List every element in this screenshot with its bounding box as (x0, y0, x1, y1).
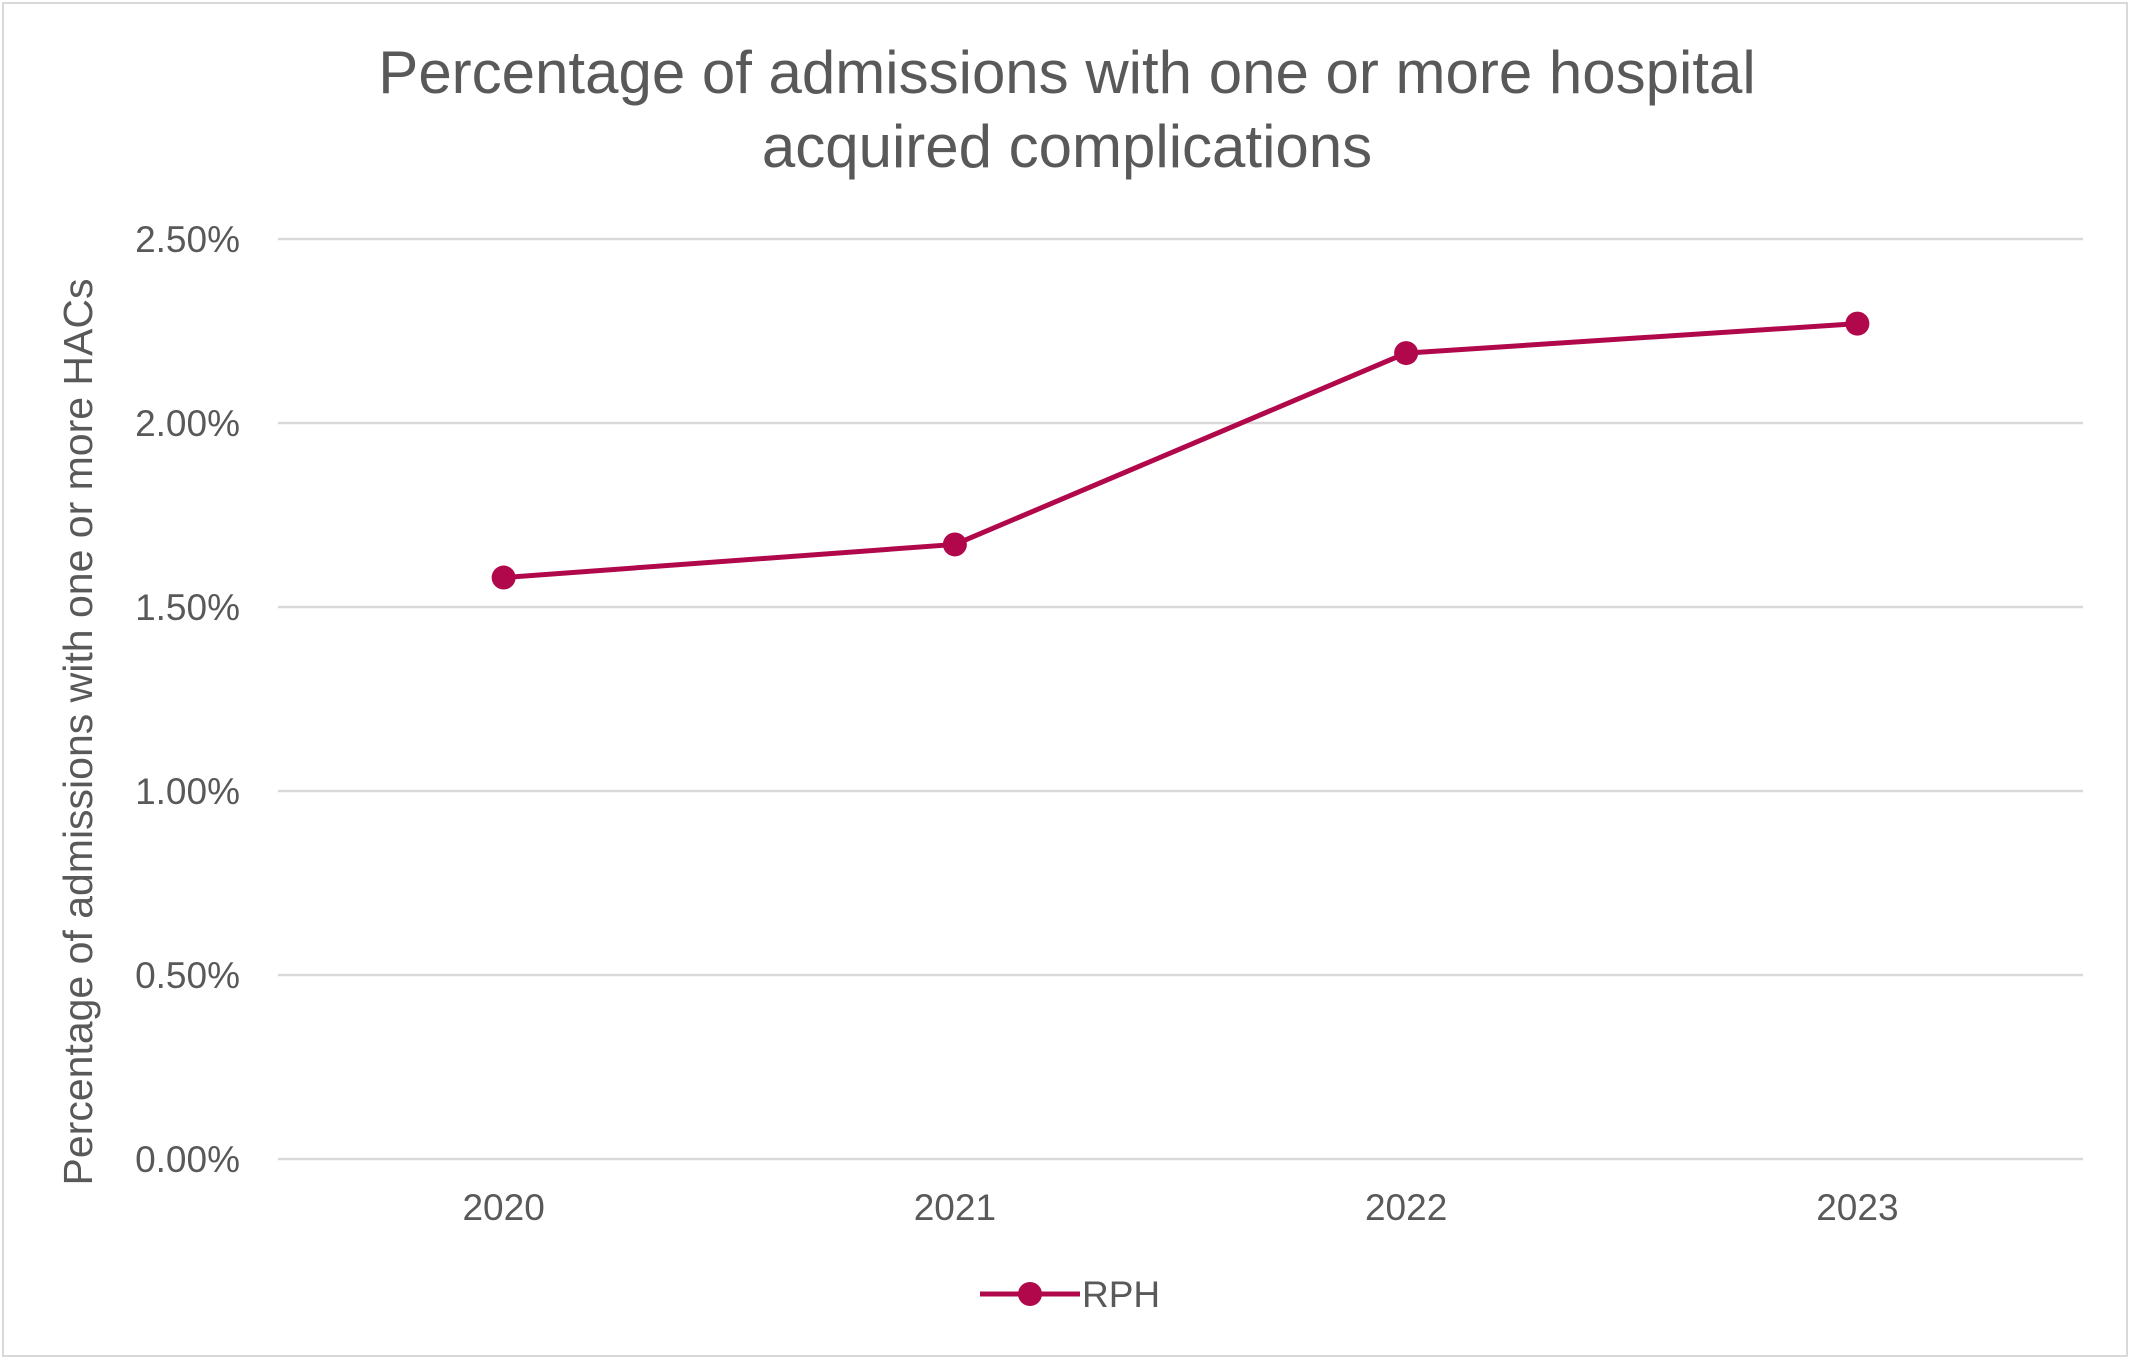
y-tick-label: 0.50% (135, 955, 240, 996)
y-axis-ticks: 0.00% 0.50% 1.00% 1.50% 2.00% 2.50% (135, 219, 240, 1180)
data-point[interactable] (942, 532, 967, 557)
x-tick-label: 2020 (462, 1187, 544, 1228)
series-layer (491, 311, 1870, 590)
data-point[interactable] (491, 565, 516, 590)
x-axis-ticks: 2020 2021 2022 2023 (462, 1187, 1898, 1228)
x-tick-label: 2023 (1816, 1187, 1898, 1228)
y-tick-label: 2.00% (135, 403, 240, 444)
legend-dot-marker (1018, 1282, 1042, 1306)
x-tick-label: 2022 (1365, 1187, 1447, 1228)
y-axis-title: Percentage of admissions with one or mor… (55, 279, 101, 1186)
data-point[interactable] (1394, 341, 1419, 366)
data-point[interactable] (1845, 311, 1870, 336)
y-tick-label: 1.50% (135, 587, 240, 628)
legend[interactable]: RPH (980, 1274, 1160, 1315)
x-tick-label: 2021 (914, 1187, 996, 1228)
chart-title-line-1: Percentage of admissions with one or mor… (378, 39, 1755, 106)
series-line (503, 321, 1858, 581)
y-tick-label: 0.00% (135, 1139, 240, 1180)
chart-title-line-2: acquired complications (762, 113, 1372, 180)
y-tick-label: 2.50% (135, 219, 240, 260)
gridlines (278, 237, 2083, 1161)
y-tick-label: 1.00% (135, 771, 240, 812)
legend-label-rph: RPH (1082, 1274, 1160, 1315)
